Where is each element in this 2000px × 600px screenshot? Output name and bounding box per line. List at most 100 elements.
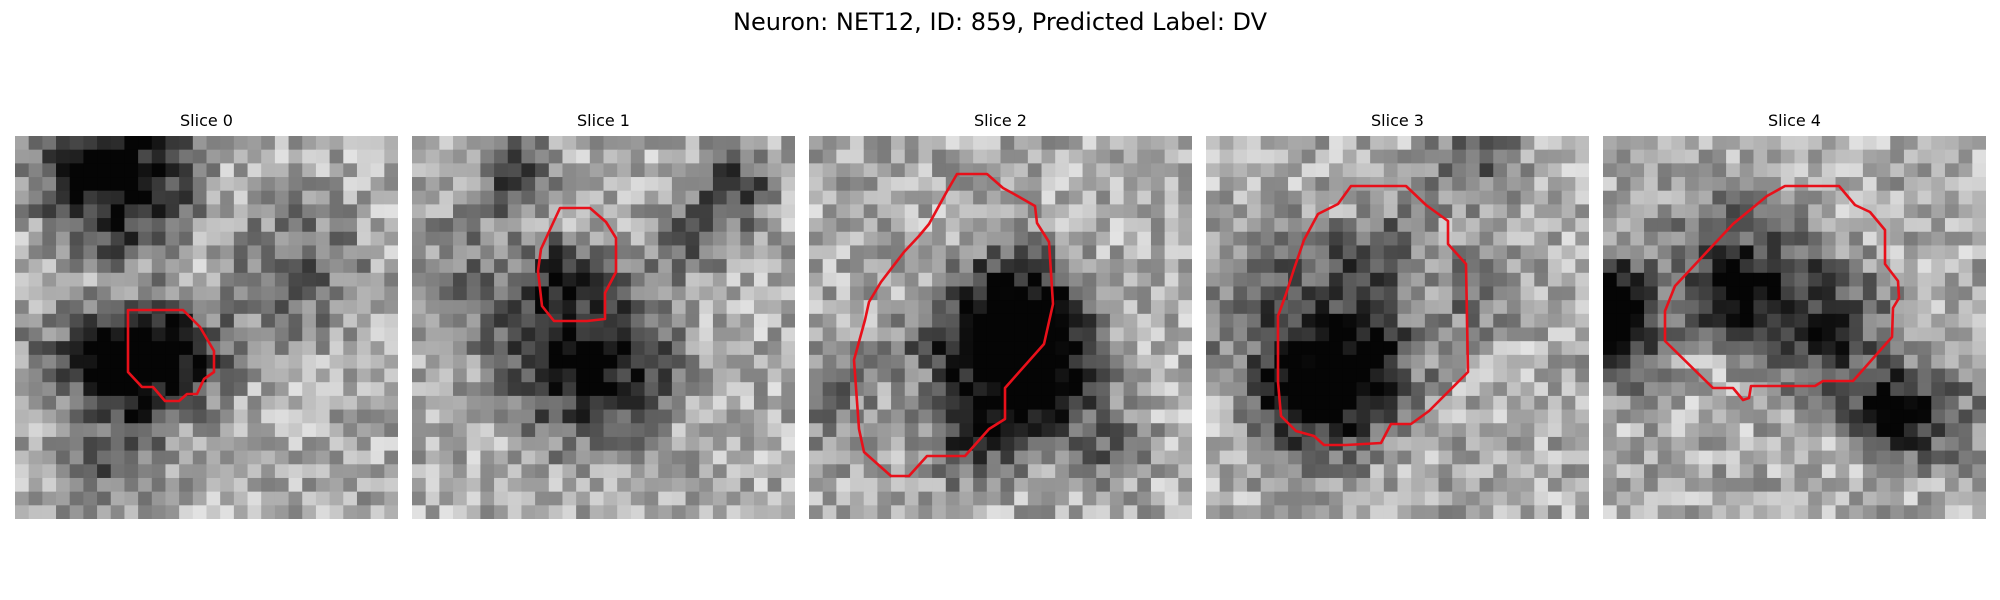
pixel-cell — [425, 423, 440, 438]
pixel-cell — [535, 218, 550, 233]
pixel-cell — [685, 149, 700, 164]
pixel-cell — [740, 149, 755, 164]
pixel-cell — [644, 382, 659, 397]
pixel-cell — [658, 395, 673, 411]
pixel-cell — [918, 231, 933, 247]
pixel-cell — [1780, 313, 1796, 329]
pixel-cell — [986, 409, 1002, 424]
pixel-cell — [1068, 354, 1084, 370]
pixel-cell — [1342, 395, 1358, 411]
pixel-cell — [767, 423, 782, 438]
pixel-cell — [206, 423, 221, 438]
pixel-cell — [302, 136, 317, 151]
pixel-cell — [302, 190, 317, 205]
pixel-cell — [1342, 204, 1358, 219]
pixel-cell — [617, 354, 632, 370]
pixel-cell — [1890, 163, 1905, 178]
pixel-cell — [179, 368, 194, 383]
pixel-cell — [1931, 409, 1946, 424]
pixel-cell — [658, 245, 673, 260]
pixel-cell — [165, 368, 180, 383]
pixel-cell — [56, 177, 71, 192]
pixel-cell — [1849, 382, 1864, 397]
pixel-cell — [343, 382, 358, 397]
pixel-cell — [1383, 368, 1399, 383]
pixel-cell — [1534, 204, 1549, 219]
pixel-cell — [138, 491, 153, 506]
pixel-cell — [1178, 395, 1192, 411]
pixel-cell — [1726, 190, 1741, 205]
pixel-cell — [206, 477, 221, 493]
slice-image-1 — [412, 136, 795, 519]
pixel-cell — [56, 190, 71, 205]
pixel-cell — [1068, 136, 1084, 151]
pixel-cell — [1301, 477, 1317, 493]
pixel-cell — [1219, 231, 1234, 247]
pixel-cell — [1644, 136, 1659, 151]
pixel-cell — [1055, 464, 1070, 479]
pixel-cell — [384, 231, 398, 247]
pixel-cell — [1726, 423, 1741, 438]
pixel-cell — [781, 491, 795, 506]
pixel-cell — [1274, 464, 1289, 479]
pixel-cell — [753, 245, 769, 260]
pixel-cell — [1575, 245, 1589, 260]
pixel-cell — [1739, 149, 1755, 164]
pixel-cell — [712, 272, 728, 288]
pixel-cell — [480, 259, 495, 274]
pixel-cell — [83, 409, 98, 424]
pixel-cell — [644, 354, 659, 370]
pixel-cell — [589, 409, 605, 424]
pixel-cell — [576, 136, 591, 151]
pixel-cell — [425, 163, 440, 178]
pixel-cell — [712, 245, 728, 260]
pixel-cell — [1561, 423, 1576, 438]
pixel-cell — [288, 286, 303, 301]
pixel-cell — [1753, 354, 1768, 370]
pixel-cell — [494, 272, 509, 288]
pixel-cell — [247, 491, 262, 506]
pixel-cell — [891, 409, 906, 424]
pixel-cell — [425, 354, 440, 370]
pixel-cell — [1575, 354, 1589, 370]
pixel-cell — [576, 163, 591, 178]
pixel-cell — [1041, 177, 1056, 192]
pixel-cell — [1206, 245, 1221, 260]
pixel-cell — [685, 477, 700, 493]
pixel-cell — [685, 259, 700, 274]
pixel-cell — [740, 204, 755, 219]
pixel-cell — [1329, 382, 1344, 397]
pixel-cell — [42, 395, 57, 411]
pixel-cell — [1342, 491, 1358, 506]
pixel-cell — [521, 259, 536, 274]
pixel-cell — [685, 190, 700, 205]
pixel-cell — [1876, 436, 1891, 452]
pixel-cell — [261, 231, 276, 247]
pixel-cell — [1137, 491, 1152, 506]
pixel-cell — [1438, 464, 1453, 479]
pixel-cell — [439, 313, 454, 329]
pixel-cell — [630, 190, 646, 205]
pixel-cell — [28, 149, 43, 164]
pixel-cell — [1068, 436, 1084, 452]
pixel-cell — [1547, 423, 1563, 438]
pixel-cell — [781, 218, 795, 233]
pixel-cell — [1356, 423, 1371, 438]
pixel-cell — [1206, 163, 1221, 178]
pixel-cell — [1479, 313, 1494, 329]
pixel-cell — [1657, 341, 1672, 356]
pixel-cell — [1849, 491, 1864, 506]
pixel-cell — [1821, 395, 1837, 411]
pixel-cell — [1014, 204, 1029, 219]
pixel-cell — [1862, 395, 1878, 411]
pixel-cell — [1835, 149, 1850, 164]
pixel-cell — [1520, 300, 1535, 315]
pixel-cell — [1753, 450, 1768, 465]
pixel-cell — [1233, 259, 1248, 274]
pixel-cell — [1301, 204, 1317, 219]
pixel-cell — [1685, 245, 1700, 260]
pixel-cell — [261, 286, 276, 301]
pixel-cell — [699, 245, 714, 260]
pixel-cell — [494, 231, 509, 247]
pixel-cell — [918, 286, 933, 301]
